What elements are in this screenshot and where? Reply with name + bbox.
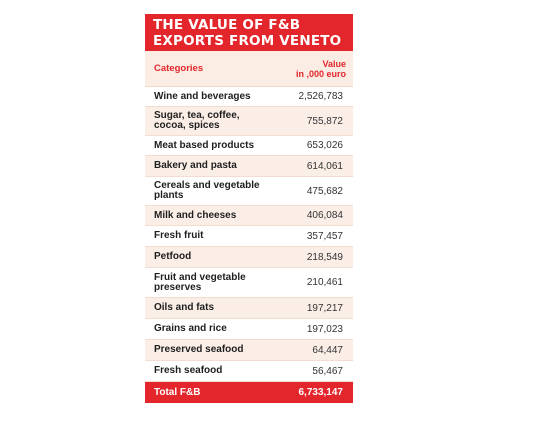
row-category: Fruit and vegetable preserves	[154, 271, 246, 293]
row-category: Fresh seafood	[154, 365, 223, 376]
row-category: Meat based products	[154, 139, 255, 151]
table-body: Wine and beverages 2,526,783 Sugar, tea, c…	[145, 87, 353, 382]
row-value: 2,526,783	[298, 91, 344, 102]
row-value: 475,682	[306, 185, 343, 197]
header-categories: Categories	[154, 63, 204, 74]
data-table: Categories Value in ,000 euro Wine and b…	[145, 51, 353, 403]
table-row: Fresh fruit 357,457	[145, 226, 353, 247]
row-category: Cereals and vegetable plants	[154, 180, 260, 201]
header-value-line2: in ,000 euro	[295, 68, 346, 79]
row-category: Preserved seafood	[154, 344, 244, 355]
table-row: Meat based products 653,026	[145, 136, 353, 156]
table-title: THE VALUE OF F&B EXPORTS FROM VENETO	[145, 14, 353, 51]
row-value: 197,023	[306, 323, 343, 335]
row-category: Bakery and pasta	[154, 160, 237, 171]
row-category: Petfood	[154, 251, 192, 262]
total-value: 6,733,147	[298, 387, 344, 398]
row-value: 218,549	[306, 251, 343, 263]
row-category: Oils and fats	[154, 302, 215, 313]
table-row: Oils and fats 197,217	[145, 298, 353, 319]
table-row: Fruit and vegetable preserves 210,461	[145, 268, 353, 298]
total-label: Total F&B	[154, 386, 201, 398]
row-value: 755,872	[306, 115, 343, 127]
row-value: 614,061	[306, 160, 343, 172]
row-value: 210,461	[306, 277, 343, 288]
row-value: 64,447	[312, 344, 343, 356]
total-row: Total F&B 6,733,147	[145, 382, 353, 403]
row-value: 56,467	[312, 365, 343, 377]
row-category: Grains and rice	[154, 323, 227, 334]
table-row: Cereals and vegetable plants 475,682	[145, 177, 353, 206]
row-category: Sugar, tea, coffee, cocoa, spices	[154, 110, 240, 131]
title-line-2: EXPORTS FROM VENETO	[153, 33, 342, 49]
row-value: 653,026	[306, 140, 343, 151]
row-value: 197,217	[306, 302, 343, 314]
table-row: Bakery and pasta 614,061	[145, 156, 353, 177]
row-category: Fresh fruit	[154, 230, 204, 241]
table-row: Fresh seafood 56,467	[145, 361, 353, 382]
row-value: 406,084	[306, 210, 343, 221]
table-row: Preserved seafood 64,447	[145, 340, 353, 361]
table-row: Grains and rice 197,023	[145, 319, 353, 340]
title-line-1: THE VALUE OF F&B	[153, 17, 301, 33]
table-row: Milk and cheeses 406,084	[145, 206, 353, 226]
table-row: Petfood 218,549	[145, 247, 353, 268]
exports-table-card: THE VALUE OF F&B EXPORTS FROM VENETO Cat…	[145, 14, 353, 403]
header-value-line1: Value	[322, 58, 346, 69]
row-category: Milk and cheeses	[154, 209, 237, 221]
row-value: 357,457	[306, 230, 343, 242]
table-header: Categories Value in ,000 euro	[145, 51, 353, 87]
table-row: Wine and beverages 2,526,783	[145, 87, 353, 107]
table-row: Sugar, tea, coffee, cocoa, spices 755,872	[145, 107, 353, 136]
row-category: Wine and beverages	[154, 90, 251, 102]
header-value: Value in ,000 euro	[272, 59, 353, 79]
